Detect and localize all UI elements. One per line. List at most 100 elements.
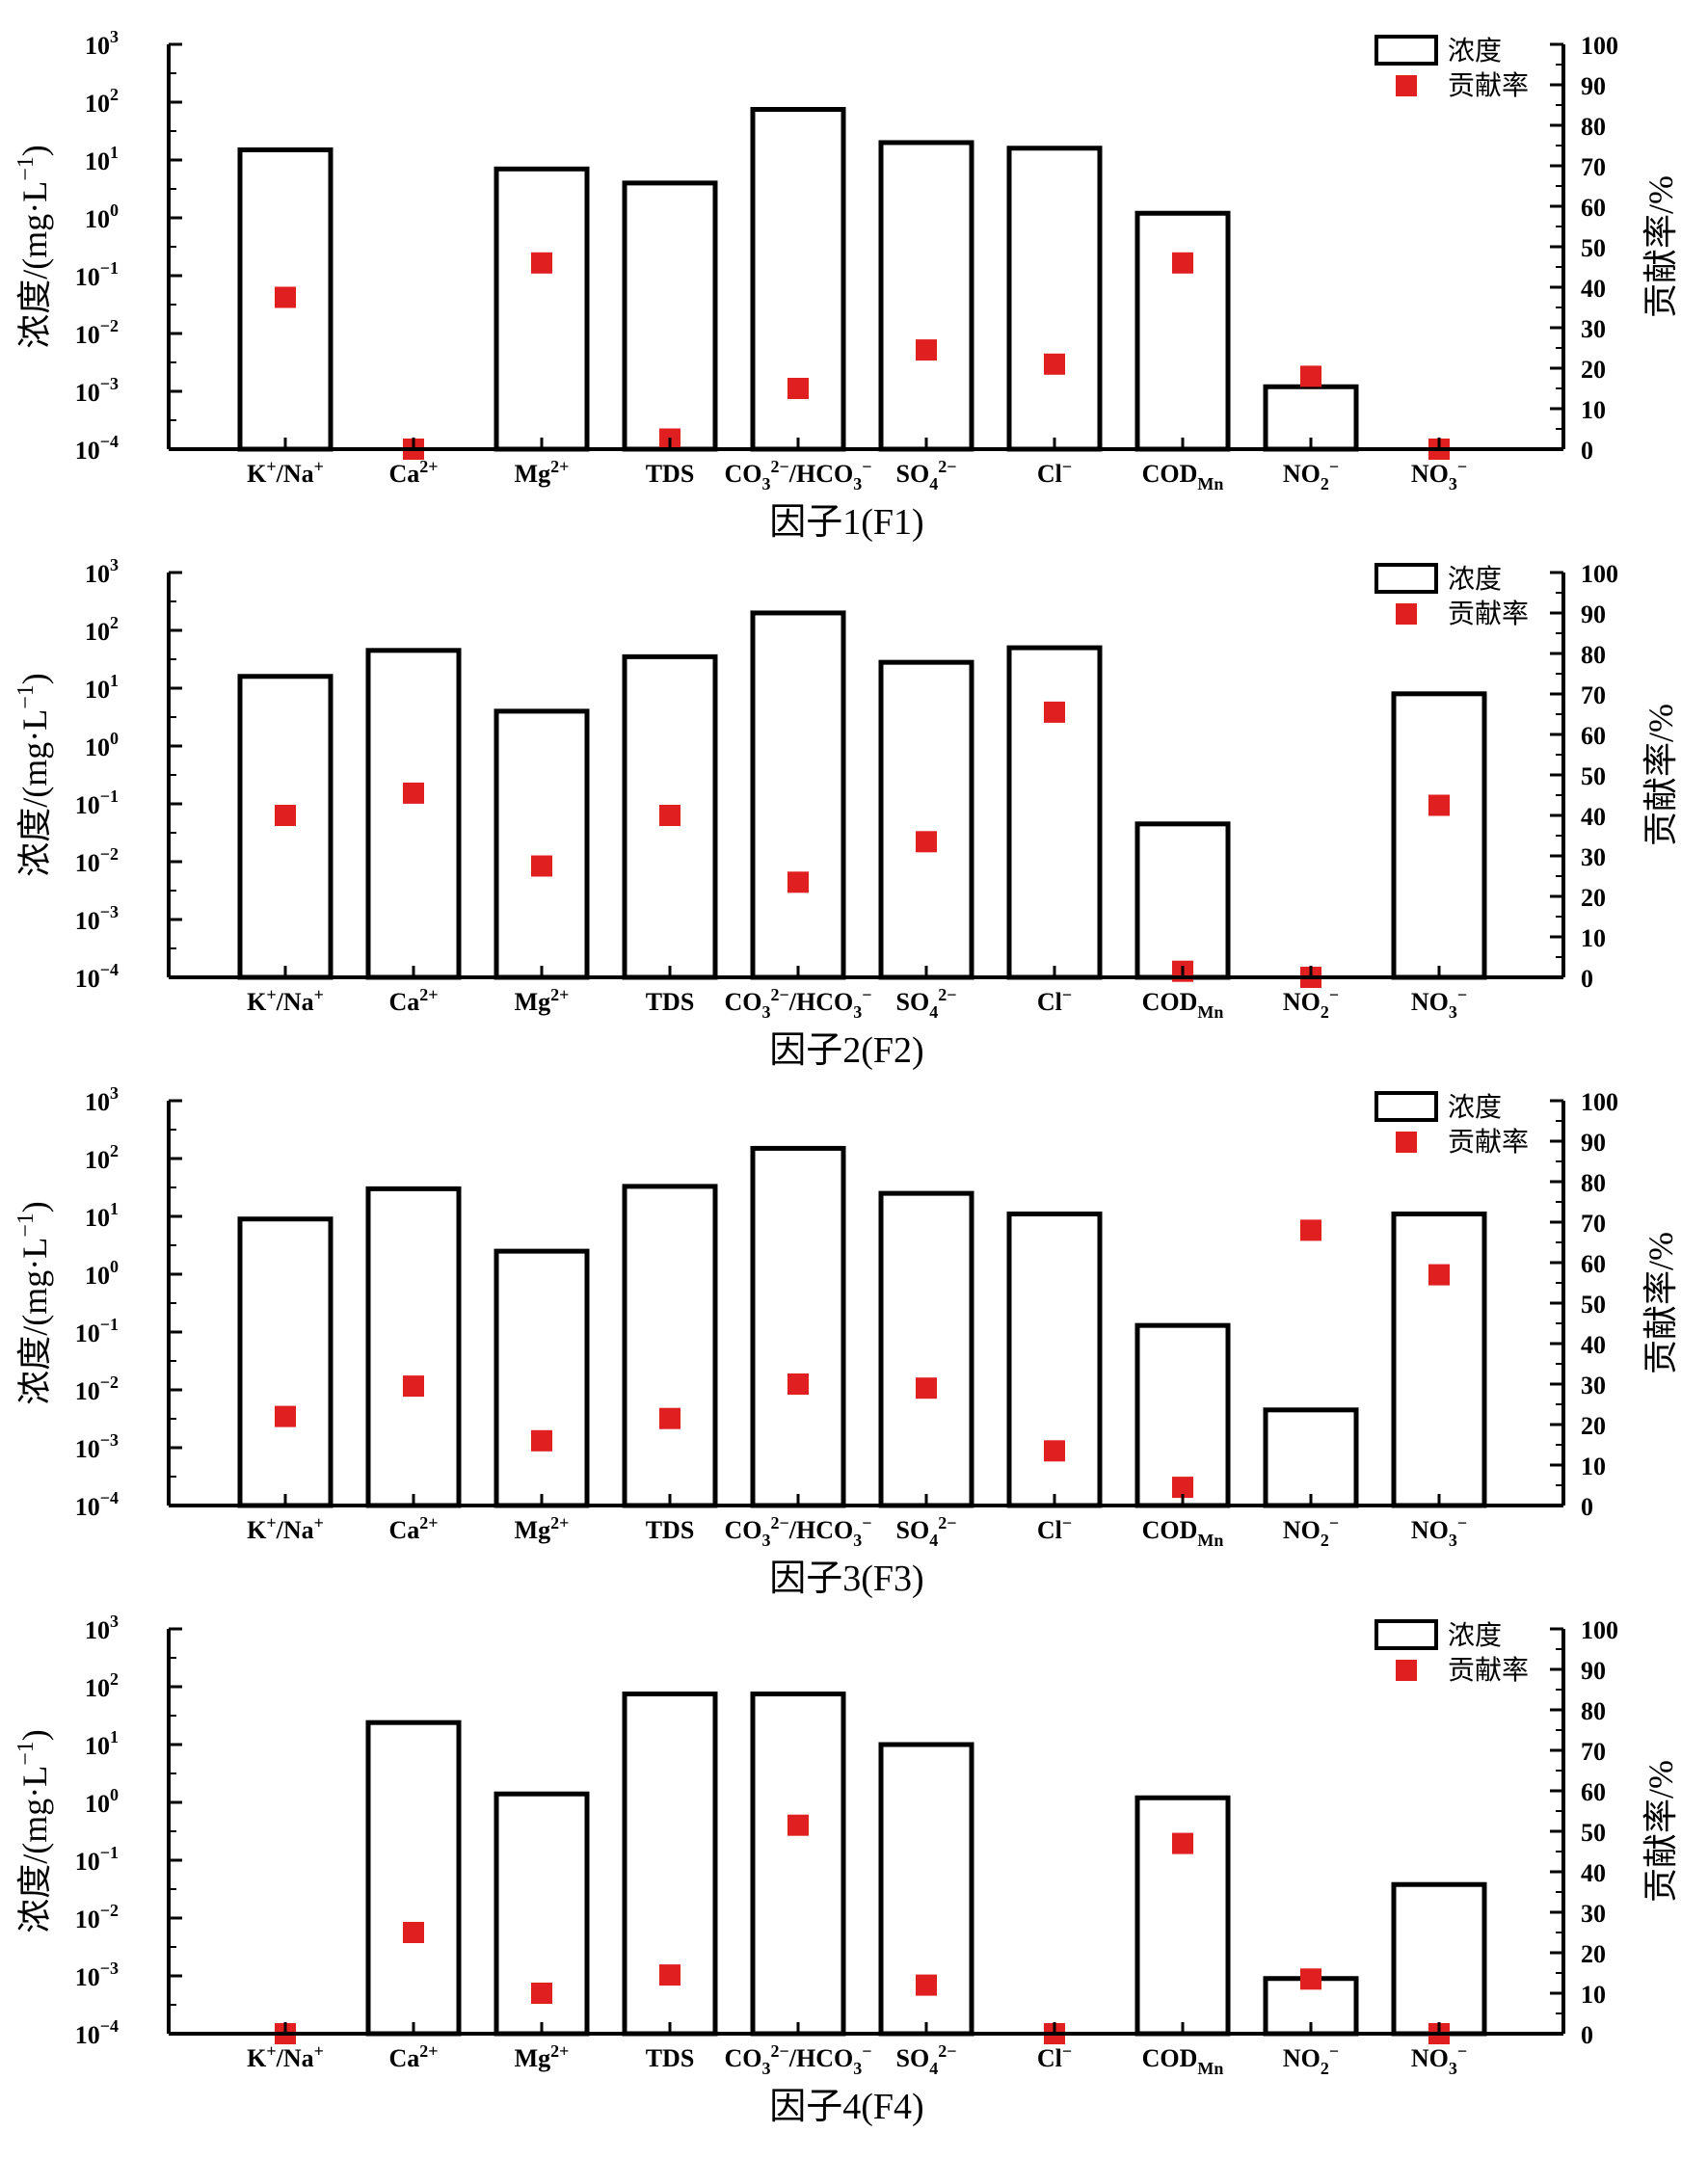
right-tick-label: 30 (1581, 843, 1606, 871)
marker-TDS (659, 1964, 681, 1986)
right-tick-label: 50 (1581, 762, 1606, 790)
left-tick-label: 10−1 (75, 1843, 119, 1876)
bar-CO32−/HCO3− (750, 1145, 846, 1508)
category-label: NO2− (1283, 2041, 1339, 2078)
left-tick-label: 103 (85, 27, 119, 60)
category-label: Mg2+ (515, 2041, 570, 2072)
category-label: SO42− (896, 457, 957, 493)
left-tick-label: 10−4 (75, 2016, 119, 2049)
category-label: Ca2+ (388, 1513, 438, 1544)
right-tick-label: 80 (1581, 1697, 1606, 1725)
legend-bar-label: 浓度 (1448, 1092, 1502, 1123)
category-label: NO3− (1411, 985, 1467, 1022)
bar-NO3− (1391, 1881, 1487, 2037)
left-tick-label: 10−3 (75, 374, 119, 407)
marker-SO42− (916, 831, 937, 853)
right-tick-label: 90 (1581, 600, 1606, 628)
left-axis-title: 浓度/(mg·L−1) (13, 145, 54, 349)
marker-NO2− (1300, 1968, 1321, 1990)
right-axis-title: 贡献率/% (1641, 1760, 1680, 1903)
bar-K+/Na+ (237, 674, 334, 980)
panel-title: 因子3(F3) (769, 1559, 923, 1599)
left-tick-label: 10−1 (75, 1315, 119, 1347)
category-label: Cl− (1037, 1513, 1072, 1544)
marker-Mg2+ (531, 855, 552, 877)
category-label: Ca2+ (388, 457, 438, 488)
right-tick-label: 60 (1581, 1250, 1606, 1278)
bar-CO32−/HCO3− (750, 1691, 846, 2037)
left-tick-label: 102 (85, 85, 119, 118)
left-tick-label: 102 (85, 1141, 119, 1174)
right-tick-label: 40 (1581, 275, 1606, 303)
left-tick-label: 10−2 (75, 1901, 119, 1933)
bar-Ca2+ (365, 1719, 462, 2037)
right-tick-label: 10 (1581, 924, 1606, 952)
category-label: CO32−/HCO3− (725, 1513, 872, 1550)
chart-panel-3: 10−4 10−3 10−2 10−1 100 101 102 103 0 10 20 30 40 50 6… (13, 1083, 1680, 1599)
right-tick-label: 70 (1581, 681, 1606, 709)
bar-Mg2+ (494, 166, 590, 452)
left-tick-label: 100 (85, 200, 119, 233)
right-tick-label: 50 (1581, 234, 1606, 262)
right-tick-label: 30 (1581, 315, 1606, 343)
marker-Mg2+ (531, 1983, 552, 2004)
right-tick-label: 50 (1581, 1819, 1606, 1847)
right-tick-label: 20 (1581, 356, 1606, 384)
bar-Cl− (1006, 645, 1103, 980)
bar-TDS (622, 180, 718, 452)
right-tick-label: 30 (1581, 1372, 1606, 1399)
right-tick-label: 100 (1581, 1616, 1618, 1644)
panel-title: 因子4(F4) (769, 2087, 923, 2127)
bar-Mg2+ (494, 708, 590, 980)
bar-NO3− (1391, 1212, 1487, 1508)
marker-TDS (659, 805, 681, 826)
right-tick-label: 100 (1581, 32, 1618, 60)
left-tick-label: 100 (85, 1785, 119, 1818)
category-label: Mg2+ (515, 1513, 570, 1544)
category-label: Ca2+ (388, 2041, 438, 2072)
category-label: CODMn (1142, 1516, 1224, 1550)
category-label: Ca2+ (388, 985, 438, 1016)
left-tick-label: 101 (85, 1199, 119, 1232)
right-tick-label: 0 (1581, 2021, 1593, 2049)
left-tick-label: 100 (85, 729, 119, 761)
right-tick-label: 80 (1581, 641, 1606, 669)
right-tick-label: 70 (1581, 1738, 1606, 1766)
category-label: K+/Na+ (247, 457, 324, 488)
marker-NO3− (1428, 1264, 1450, 1286)
right-tick-label: 20 (1581, 1412, 1606, 1440)
bar-Cl− (1006, 1212, 1103, 1508)
right-tick-label: 60 (1581, 194, 1606, 222)
right-tick-label: 90 (1581, 1657, 1606, 1685)
left-tick-label: 10−2 (75, 844, 119, 877)
marker-Ca2+ (403, 1375, 424, 1398)
marker-K+/Na+ (275, 286, 296, 308)
category-label: NO2− (1283, 1513, 1339, 1550)
right-tick-label: 60 (1581, 722, 1606, 750)
right-tick-label: 0 (1581, 437, 1593, 465)
marker-K+/Na+ (275, 805, 296, 826)
bar-CODMn (1134, 821, 1231, 980)
left-tick-label: 103 (85, 1083, 119, 1116)
category-label: Cl− (1037, 2041, 1072, 2072)
category-label: TDS (646, 988, 695, 1016)
legend-marker-label: 贡献率 (1448, 599, 1529, 629)
category-label: CODMn (1142, 988, 1224, 1022)
category-label: CO32−/HCO3− (725, 2041, 872, 2078)
bar-CO32−/HCO3− (750, 610, 846, 980)
category-label: NO3− (1411, 1513, 1467, 1550)
right-tick-label: 60 (1581, 1778, 1606, 1806)
marker-CO32−/HCO3− (787, 1814, 809, 1836)
category-label: CODMn (1142, 2044, 1224, 2078)
right-tick-label: 20 (1581, 884, 1606, 912)
left-tick-label: 101 (85, 671, 119, 704)
category-label: CODMn (1142, 460, 1224, 493)
right-tick-label: 0 (1581, 965, 1593, 993)
right-tick-label: 80 (1581, 1169, 1606, 1197)
bar-Ca2+ (365, 648, 462, 980)
left-tick-label: 103 (85, 1612, 119, 1644)
legend-bar-label: 浓度 (1448, 564, 1502, 595)
category-label: Mg2+ (515, 985, 570, 1016)
right-axis-title: 贡献率/% (1641, 1232, 1680, 1374)
